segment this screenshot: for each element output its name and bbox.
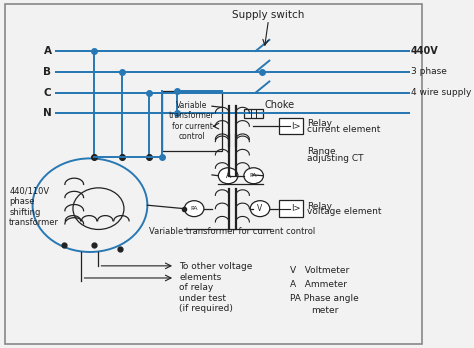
Text: To other voltage
elements
of relay
under test
(if required): To other voltage elements of relay under… (179, 262, 253, 313)
Circle shape (219, 168, 238, 184)
Text: PA Phase angle: PA Phase angle (290, 294, 358, 302)
Text: transformer: transformer (9, 218, 59, 227)
Bar (279, 118, 302, 134)
Text: PA: PA (191, 206, 198, 211)
Text: current element: current element (307, 125, 380, 134)
Text: voltage element: voltage element (307, 207, 381, 216)
Circle shape (250, 201, 270, 217)
Bar (279, 200, 302, 217)
Text: PA: PA (250, 173, 257, 178)
Text: 3 phase: 3 phase (411, 67, 447, 76)
Text: A: A (44, 46, 52, 56)
Text: meter: meter (311, 306, 338, 315)
Text: V: V (257, 204, 263, 213)
Text: C: C (44, 88, 51, 97)
Text: B: B (44, 67, 52, 77)
Text: 440V: 440V (411, 46, 438, 56)
Text: A: A (226, 171, 231, 180)
Text: 4 wire supply: 4 wire supply (411, 88, 471, 97)
Bar (162, 91, 222, 151)
Text: shifting: shifting (9, 208, 41, 216)
Text: phase: phase (9, 197, 35, 206)
Text: Range: Range (307, 147, 336, 156)
Text: Variable transformer for current control: Variable transformer for current control (149, 227, 316, 236)
Text: I>: I> (291, 122, 300, 130)
Circle shape (244, 168, 264, 184)
Text: N: N (43, 108, 52, 118)
Circle shape (184, 201, 204, 217)
Text: 440/110V: 440/110V (9, 187, 49, 196)
Text: A   Ammeter: A Ammeter (290, 280, 347, 289)
Text: Variable
transformer
for current
control: Variable transformer for current control (169, 101, 215, 141)
Text: Choke: Choke (264, 100, 294, 110)
Text: Relay: Relay (307, 119, 332, 128)
Text: adjusting CT: adjusting CT (307, 154, 363, 163)
Bar (244, 109, 263, 118)
Text: I>: I> (291, 204, 300, 213)
Text: V   Voltmeter: V Voltmeter (290, 266, 349, 275)
Text: Relay: Relay (307, 201, 332, 211)
Text: Supply switch: Supply switch (232, 9, 305, 19)
